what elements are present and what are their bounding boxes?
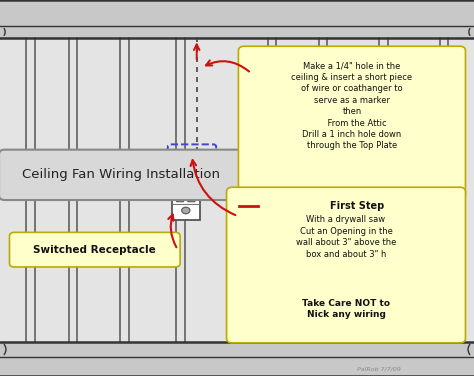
FancyBboxPatch shape — [0, 150, 243, 200]
FancyBboxPatch shape — [188, 191, 195, 202]
Text: Make a 1/4" hole in the
ceiling & insert a short piece
of wire or coathanger to
: Make a 1/4" hole in the ceiling & insert… — [292, 61, 412, 150]
Text: First Step: First Step — [330, 201, 384, 211]
Circle shape — [182, 207, 190, 214]
FancyBboxPatch shape — [172, 186, 200, 220]
Text: PalRob 7/7/09: PalRob 7/7/09 — [357, 367, 401, 371]
FancyBboxPatch shape — [238, 46, 465, 200]
FancyBboxPatch shape — [227, 187, 465, 343]
FancyBboxPatch shape — [0, 0, 474, 38]
Text: Ceiling Fan Wiring Installation: Ceiling Fan Wiring Installation — [22, 168, 220, 181]
FancyBboxPatch shape — [0, 342, 474, 376]
FancyBboxPatch shape — [176, 191, 183, 202]
Text: With a drywall saw
Cut an Opening in the
wall about 3" above the
box and about 3: With a drywall saw Cut an Opening in the… — [296, 215, 396, 259]
FancyBboxPatch shape — [9, 232, 180, 267]
Text: Switched Receptacle: Switched Receptacle — [34, 245, 156, 255]
Text: Take Care NOT to
Nick any wiring: Take Care NOT to Nick any wiring — [302, 299, 390, 319]
